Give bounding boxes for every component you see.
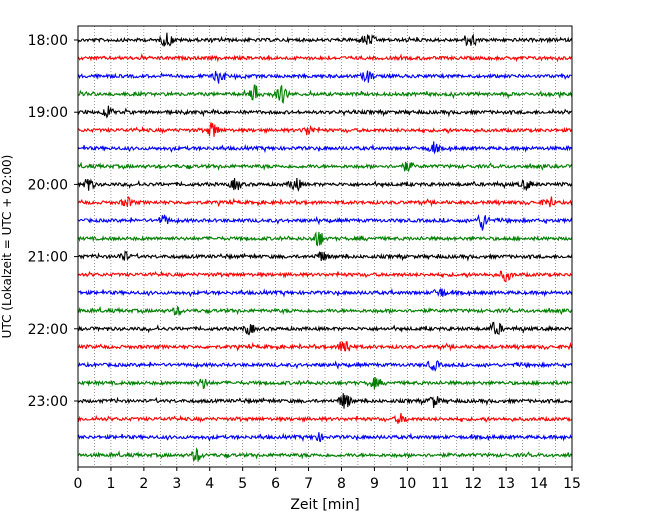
trace-2145: [77, 305, 573, 316]
x-tick-label: 0: [74, 476, 83, 492]
trace-1845: [77, 84, 573, 104]
trace-1915: [77, 122, 573, 137]
x-tick-label: 7: [304, 476, 313, 492]
y-tick-label: 19:00: [28, 105, 68, 121]
trace-1945: [77, 161, 573, 173]
x-tick-label: 11: [431, 476, 449, 492]
x-tick-label: 8: [337, 476, 346, 492]
trace-2345: [77, 447, 573, 462]
trace-1930: [77, 141, 573, 155]
trace-2215: [77, 341, 573, 352]
x-axis-ticks: 0 1 2 3 4 5 6 7 8 9 10 11 12 13 14 15: [74, 467, 581, 492]
trace-1830: [77, 70, 573, 84]
y-tick-label: 22:00: [28, 322, 68, 338]
trace-2030: [77, 213, 573, 231]
trace-2330: [77, 432, 573, 443]
x-tick-label: 1: [106, 476, 115, 492]
x-tick-label: 3: [172, 476, 181, 492]
x-tick-label: 5: [238, 476, 247, 492]
traces: [77, 32, 573, 462]
plot-frame: [77, 25, 573, 468]
y-axis-label: UTC (Lokalzeit = UTC + 02:00): [0, 155, 14, 339]
x-tick-label: 10: [398, 476, 416, 492]
trace-2015: [77, 195, 573, 208]
x-tick-label: 15: [563, 476, 581, 492]
y-tick-label: 21:00: [28, 250, 68, 266]
trace-2000: [77, 178, 573, 192]
trace-2230: [77, 360, 573, 372]
trace-2115: [77, 270, 573, 283]
trace-2045: [77, 231, 573, 247]
trace-2130: [77, 288, 573, 298]
x-tick-label: 12: [464, 476, 482, 492]
trace-1800: [77, 32, 573, 47]
x-tick-label: 2: [139, 476, 148, 492]
trace-1815: [77, 53, 573, 63]
x-tick-label: 13: [497, 476, 515, 492]
trace-2200: [77, 321, 573, 336]
trace-2100: [77, 250, 573, 262]
y-tick-label: 20:00: [28, 177, 68, 193]
trace-1900: [77, 105, 573, 119]
x-axis-label: Zeit [min]: [290, 497, 359, 513]
y-axis-ticks: 18:00 19:00 20:00 21:00 22:00 23:00: [28, 33, 78, 410]
x-tick-label: 9: [370, 476, 379, 492]
x-tick-label: 14: [530, 476, 548, 492]
x-tick-label: 6: [271, 476, 280, 492]
y-tick-label: 18:00: [28, 33, 68, 49]
trace-2315: [77, 412, 573, 424]
trace-2300: [77, 393, 573, 409]
x-tick-label: 4: [205, 476, 214, 492]
y-tick-label: 23:00: [28, 394, 68, 410]
trace-2245: [77, 377, 573, 390]
